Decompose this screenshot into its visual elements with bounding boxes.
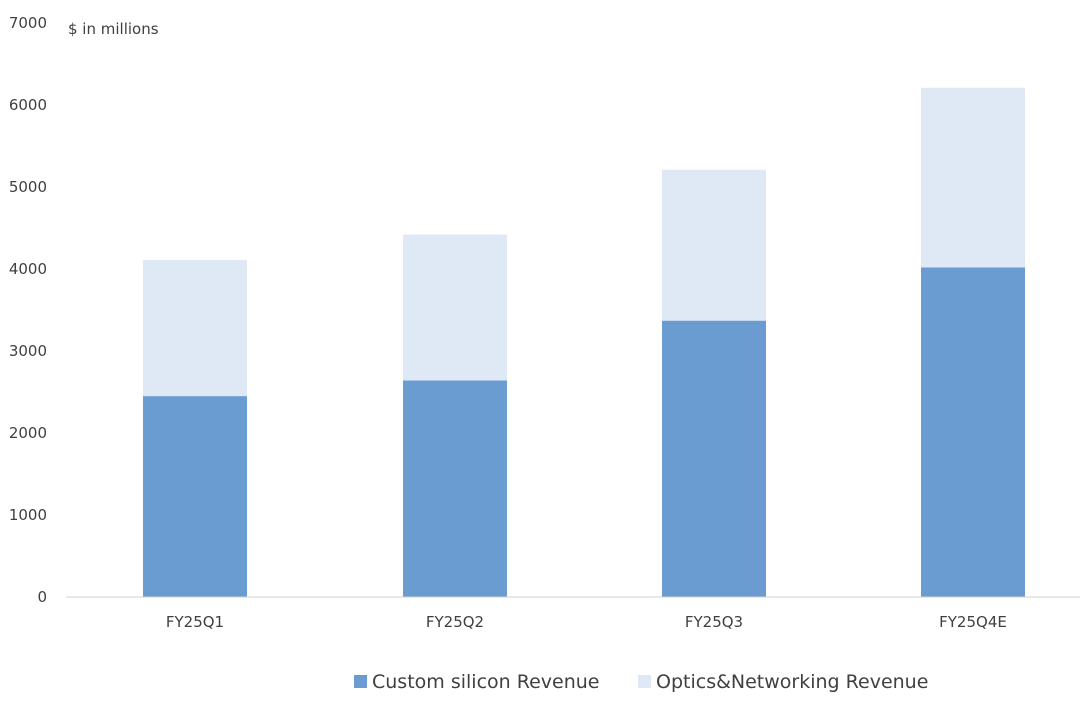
- x-tick-label: FY25Q3: [685, 613, 743, 631]
- bars: [143, 87, 1025, 597]
- y-axis: 0 1000 2000 3000 4000 5000 6000 7000: [9, 14, 47, 606]
- y-tick-label: 7000: [9, 14, 47, 32]
- y-tick-label: 1000: [9, 506, 47, 524]
- y-tick-label: 5000: [9, 178, 47, 196]
- bar-custom-silicon-fy25q3: [662, 320, 766, 597]
- x-tick-label: FY25Q2: [426, 613, 484, 631]
- x-tick-label: FY25Q1: [166, 613, 224, 631]
- legend-swatch: [638, 675, 651, 688]
- y-tick-label: 2000: [9, 424, 47, 442]
- x-tick-label: FY25Q4E: [939, 613, 1007, 631]
- legend-label: Optics&Networking Revenue: [656, 671, 928, 693]
- y-tick-label: 3000: [9, 342, 47, 360]
- legend-label: Custom silicon Revenue: [372, 671, 599, 693]
- bar-optics-networking-fy25q4e: [921, 87, 1025, 268]
- bar-optics-networking-fy25q2: [403, 234, 507, 381]
- bar-custom-silicon-fy25q1: [143, 396, 247, 597]
- y-tick-label: 4000: [9, 260, 47, 278]
- legend: Custom silicon Revenue Optics&Networking …: [354, 671, 928, 693]
- y-tick-label: 0: [37, 588, 47, 606]
- bar-custom-silicon-fy25q4e: [921, 267, 1025, 597]
- x-axis: FY25Q1 FY25Q2 FY25Q3 FY25Q4E: [166, 613, 1007, 631]
- y-tick-label: 6000: [9, 96, 47, 114]
- bar-optics-networking-fy25q1: [143, 259, 247, 397]
- bar-custom-silicon-fy25q2: [403, 380, 507, 597]
- bar-optics-networking-fy25q3: [662, 169, 766, 321]
- legend-swatch: [354, 675, 367, 688]
- unit-label: $ in millions: [68, 20, 159, 38]
